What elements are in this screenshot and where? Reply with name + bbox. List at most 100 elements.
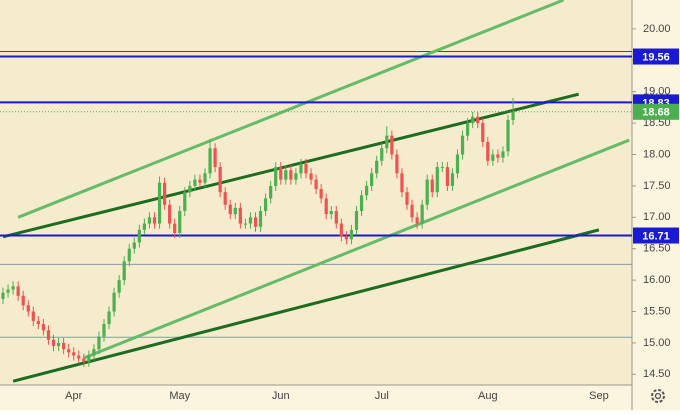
candle-body [1, 292, 5, 299]
candle-body [274, 167, 278, 186]
candle-body [299, 163, 303, 174]
y-tick-label: 17.00 [643, 211, 671, 223]
candle-body [375, 160, 379, 174]
candle-body [208, 148, 212, 174]
candle-body [415, 217, 419, 224]
candle-body [334, 211, 338, 224]
y-tick-label: 15.50 [643, 305, 671, 317]
candle-body [501, 151, 505, 158]
candle-body [258, 211, 263, 227]
candle-body [193, 179, 197, 186]
x-tick-label: Jun [272, 390, 290, 402]
candle-body [365, 185, 369, 196]
candle-body [395, 154, 399, 174]
candle-body [87, 355, 91, 362]
candle-body [223, 192, 227, 205]
candle-body [31, 311, 35, 321]
candle-body [279, 167, 283, 180]
settings-icon[interactable] [651, 389, 665, 403]
candle-body [72, 352, 76, 356]
candle-body [163, 182, 167, 205]
candle-body [435, 167, 439, 193]
candle-body [41, 324, 45, 331]
candle-body [168, 204, 172, 224]
candle-body [82, 358, 86, 362]
candle-body [304, 163, 308, 174]
time-axis [0, 385, 632, 410]
price-tag [633, 227, 679, 244]
candle-body [420, 204, 424, 224]
candle-body [178, 211, 182, 234]
plot-layer [0, 0, 632, 383]
candle-body [112, 292, 116, 312]
candle-body [238, 207, 242, 224]
price-tag [633, 48, 679, 65]
candle-body [132, 242, 136, 249]
trend-line [83, 138, 630, 360]
candle-body [51, 339, 56, 347]
candle-body [324, 198, 328, 215]
candle-body [233, 207, 237, 215]
y-tick-label: 15.00 [643, 337, 671, 349]
candle-body [466, 123, 470, 136]
candle-body [476, 116, 480, 124]
candle-body [97, 336, 101, 350]
candle-body [188, 185, 192, 193]
price-tag-label: 19.56 [642, 51, 670, 63]
candle-body [385, 135, 389, 149]
candle-body [481, 123, 485, 142]
candle-body [496, 154, 500, 158]
y-tick-label: 14.50 [643, 368, 671, 380]
candle-body [11, 286, 15, 290]
candle-body [440, 167, 444, 169]
candle-body [183, 192, 187, 212]
trend-line [17, 0, 565, 219]
x-tick-label: Jul [375, 390, 389, 402]
y-tick-label: 16.00 [643, 274, 671, 286]
candle-body [137, 229, 141, 243]
candle-body [486, 141, 490, 161]
candle-body [410, 204, 414, 218]
price-tag-label: 18.68 [642, 107, 670, 119]
candle-body [253, 217, 258, 227]
candle-body [102, 324, 106, 337]
candle-body [339, 223, 343, 237]
candle-body [213, 148, 217, 168]
candle-body [289, 170, 293, 180]
candle-body [92, 349, 96, 356]
candle-body [400, 173, 404, 193]
candle-body [6, 289, 10, 293]
candle-body [349, 229, 354, 240]
candle-body [147, 217, 152, 224]
candle-body [329, 211, 333, 215]
candle-body [46, 330, 51, 340]
candle-body [243, 223, 247, 225]
candle-body [142, 223, 146, 230]
candle-body [354, 211, 359, 230]
price-tag [633, 103, 679, 120]
x-tick-label: Sep [589, 390, 609, 402]
candle-body [511, 111, 515, 120]
candle-body [56, 342, 61, 347]
trend-line [12, 228, 600, 383]
candle-body [173, 223, 177, 234]
candle-body [491, 154, 495, 161]
candle-body [430, 179, 434, 193]
candle-body [319, 189, 323, 199]
y-tick-label: 17.50 [643, 180, 671, 192]
price-axis [632, 0, 680, 410]
candle-body [62, 342, 66, 350]
y-tick-label: 18.00 [643, 148, 671, 160]
candle-body [455, 154, 460, 174]
y-tick-label: 16.50 [643, 243, 671, 255]
candle-body [77, 355, 81, 359]
candle-body [248, 217, 253, 224]
candle-body [314, 179, 318, 190]
y-tick-label: 20.00 [643, 23, 671, 35]
candle-body [450, 173, 455, 186]
candle-body [198, 179, 202, 183]
candle-body [107, 311, 111, 325]
candle-body [460, 135, 465, 155]
candle-body [359, 195, 364, 212]
